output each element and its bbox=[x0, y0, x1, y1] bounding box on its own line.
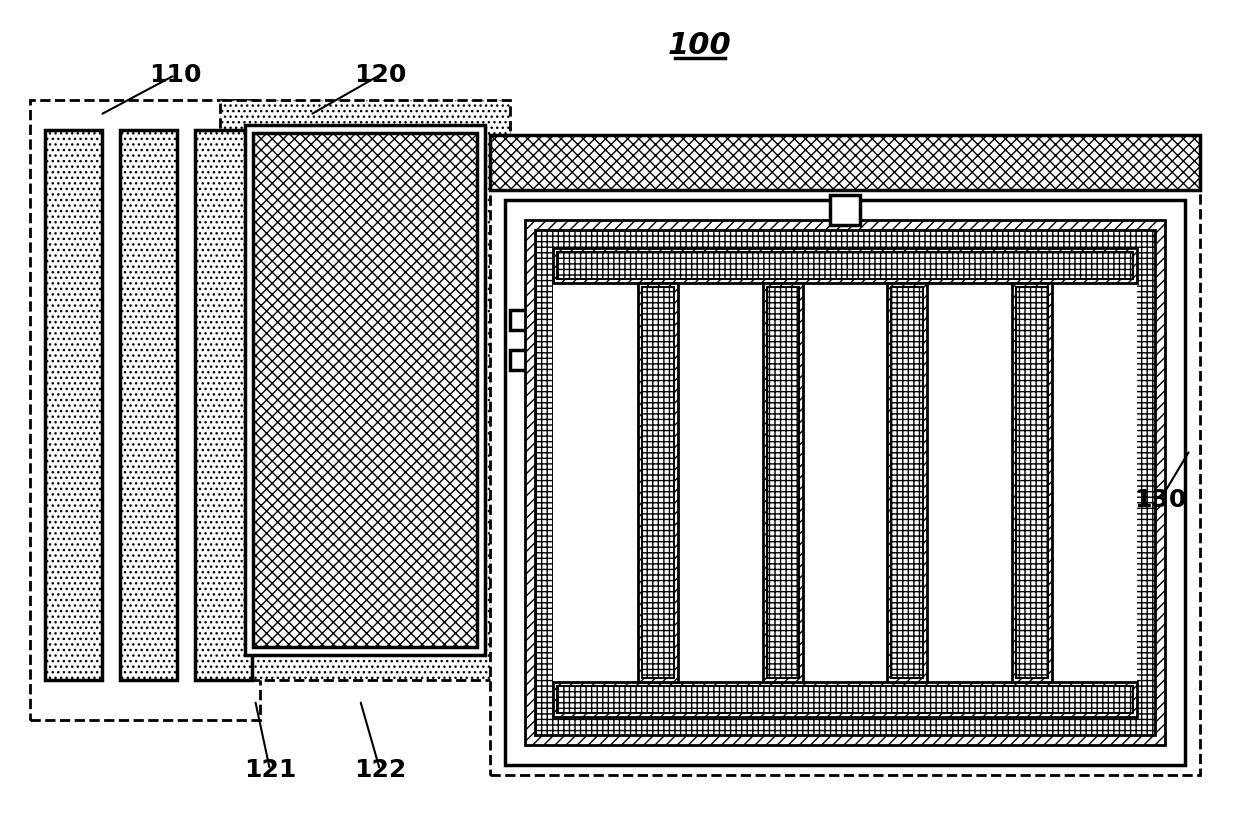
Bar bbox=[543, 238, 1147, 727]
Bar bbox=[766, 287, 799, 678]
Bar bbox=[195, 130, 252, 680]
Bar bbox=[508, 203, 1182, 762]
Bar bbox=[253, 133, 477, 647]
Bar bbox=[888, 283, 928, 682]
Text: 110: 110 bbox=[149, 63, 201, 87]
Bar bbox=[495, 195, 1195, 770]
Bar bbox=[892, 287, 924, 678]
Bar bbox=[1017, 287, 1048, 678]
Text: 130: 130 bbox=[1133, 488, 1187, 512]
Bar bbox=[1012, 283, 1053, 682]
Bar bbox=[505, 200, 1185, 765]
Bar bbox=[553, 248, 1137, 283]
Text: 100: 100 bbox=[668, 30, 732, 59]
Bar bbox=[510, 310, 539, 330]
Bar bbox=[120, 130, 177, 680]
Text: 120: 120 bbox=[353, 63, 407, 87]
Bar bbox=[763, 283, 802, 682]
Bar bbox=[553, 682, 1137, 717]
Bar bbox=[490, 135, 1200, 190]
Text: 121: 121 bbox=[244, 758, 296, 782]
Bar bbox=[246, 125, 485, 655]
Bar bbox=[490, 135, 1200, 775]
Bar bbox=[557, 686, 1133, 713]
Bar bbox=[830, 195, 861, 225]
Bar bbox=[642, 287, 673, 678]
Bar bbox=[637, 283, 678, 682]
Bar bbox=[553, 248, 1137, 717]
Bar bbox=[219, 100, 510, 680]
Text: 122: 122 bbox=[353, 758, 407, 782]
Bar bbox=[30, 100, 260, 720]
Bar bbox=[510, 350, 539, 370]
Bar bbox=[557, 252, 1133, 279]
Bar bbox=[534, 230, 1154, 735]
Bar bbox=[45, 130, 102, 680]
Bar bbox=[525, 220, 1166, 745]
